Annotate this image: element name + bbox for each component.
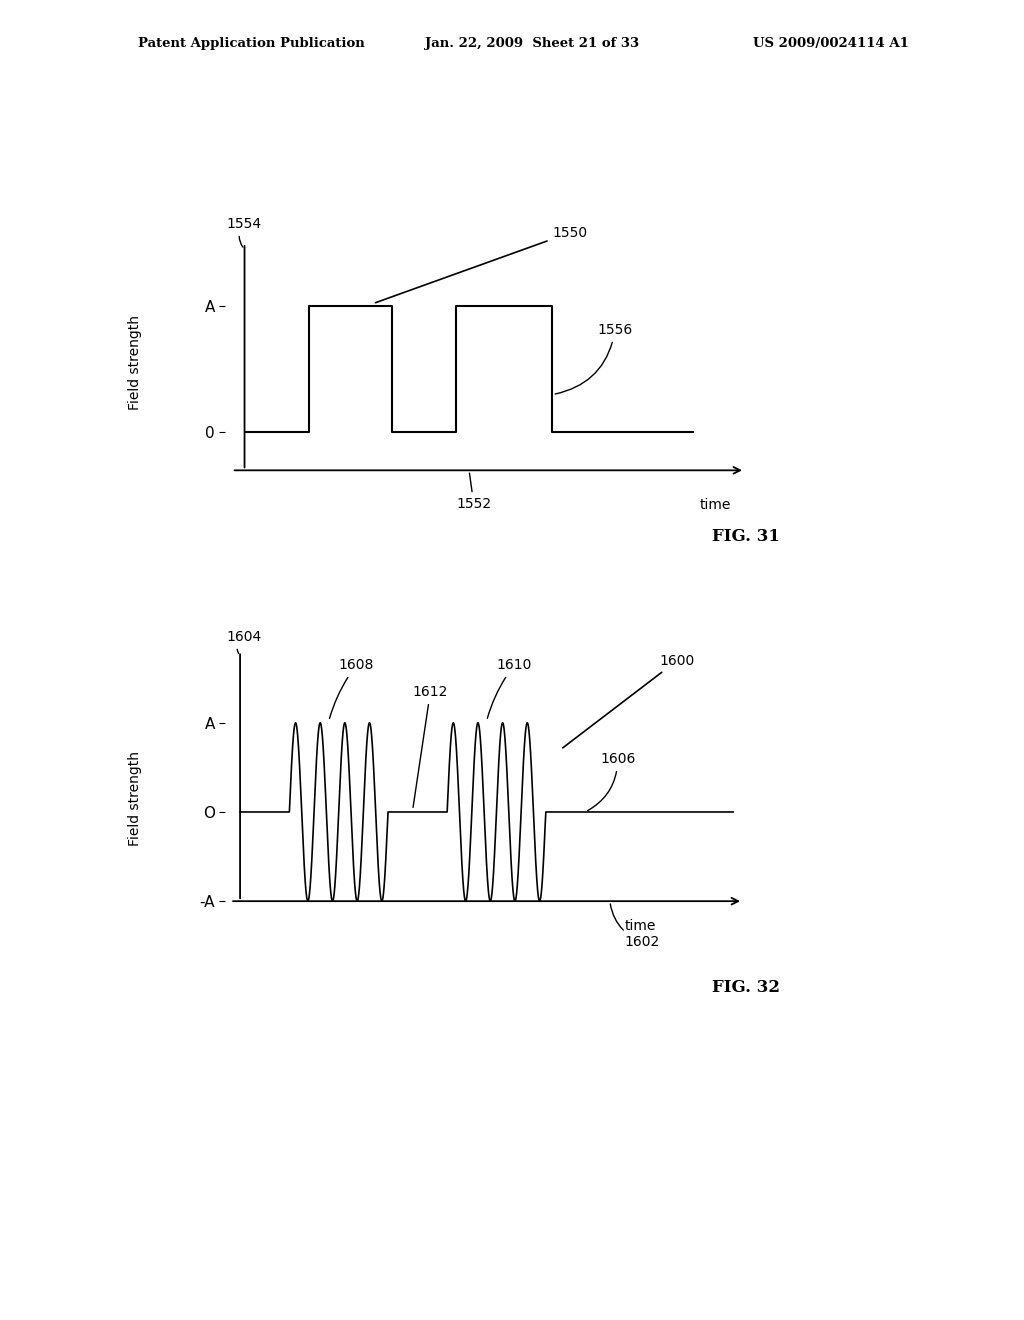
Text: time: time [700, 498, 731, 512]
Text: Field strength: Field strength [128, 315, 141, 411]
Text: US 2009/0024114 A1: US 2009/0024114 A1 [753, 37, 908, 50]
Text: Field strength: Field strength [128, 751, 141, 846]
Text: 1550: 1550 [376, 226, 588, 302]
Text: 1606: 1606 [588, 752, 635, 810]
Text: 1608: 1608 [330, 659, 374, 718]
Text: 1612: 1612 [413, 685, 449, 808]
Text: FIG. 31: FIG. 31 [712, 528, 779, 545]
Text: Jan. 22, 2009  Sheet 21 of 33: Jan. 22, 2009 Sheet 21 of 33 [425, 37, 639, 50]
Text: 1602: 1602 [610, 904, 659, 949]
Text: Patent Application Publication: Patent Application Publication [138, 37, 365, 50]
Text: 1604: 1604 [226, 630, 261, 653]
Text: time: time [625, 919, 656, 933]
Text: 1556: 1556 [555, 323, 633, 393]
Text: 1610: 1610 [487, 659, 531, 718]
Text: 1552: 1552 [457, 473, 492, 511]
Text: FIG. 32: FIG. 32 [712, 979, 779, 997]
Text: 1600: 1600 [563, 653, 694, 748]
Text: 1554: 1554 [226, 216, 262, 247]
